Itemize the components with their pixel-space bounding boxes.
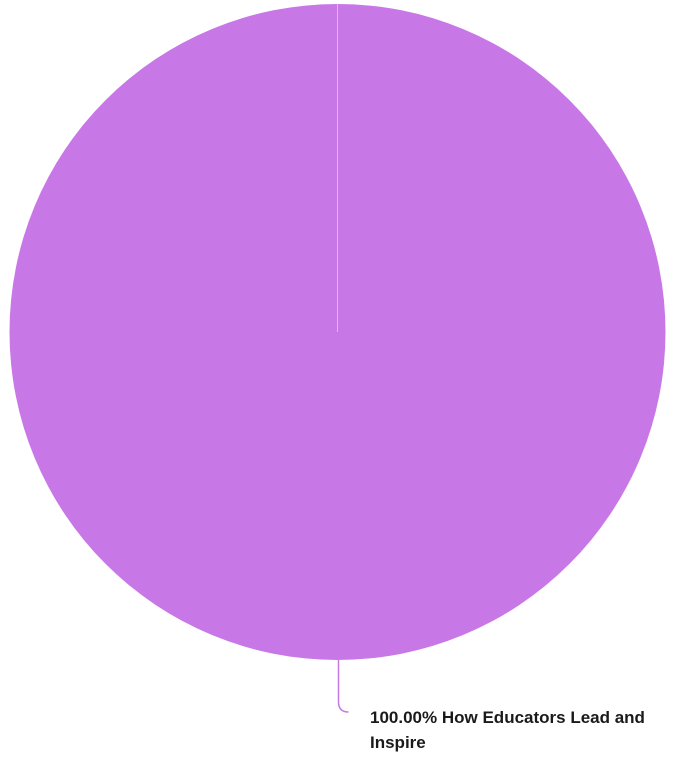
slice-percent-label: 100.00% — [370, 708, 438, 727]
slice-category-label: How Educators Lead and Inspire — [370, 708, 645, 752]
pie-slices — [9, 4, 666, 660]
slice-leader-line — [337, 660, 349, 713]
slice-data-label: 100.00% How Educators Lead and Inspire — [370, 705, 688, 755]
